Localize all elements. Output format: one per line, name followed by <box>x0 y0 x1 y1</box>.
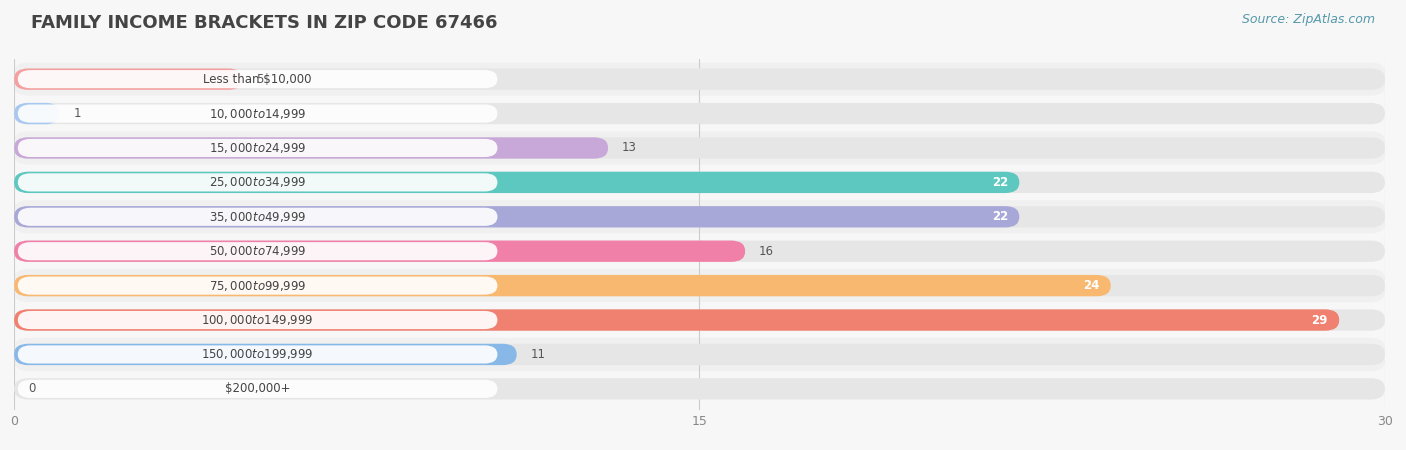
FancyBboxPatch shape <box>14 309 1385 331</box>
FancyBboxPatch shape <box>18 242 498 260</box>
FancyBboxPatch shape <box>14 235 1385 268</box>
FancyBboxPatch shape <box>14 200 1385 233</box>
FancyBboxPatch shape <box>14 241 1385 262</box>
Text: Less than $10,000: Less than $10,000 <box>204 72 312 86</box>
Text: 1: 1 <box>73 107 82 120</box>
FancyBboxPatch shape <box>14 303 1385 337</box>
FancyBboxPatch shape <box>14 131 1385 165</box>
Text: $25,000 to $34,999: $25,000 to $34,999 <box>209 176 307 189</box>
Text: FAMILY INCOME BRACKETS IN ZIP CODE 67466: FAMILY INCOME BRACKETS IN ZIP CODE 67466 <box>31 14 498 32</box>
FancyBboxPatch shape <box>14 206 1385 227</box>
Text: 24: 24 <box>1083 279 1099 292</box>
FancyBboxPatch shape <box>18 345 498 364</box>
Text: 13: 13 <box>621 141 637 154</box>
FancyBboxPatch shape <box>14 275 1385 296</box>
FancyBboxPatch shape <box>14 344 1385 365</box>
FancyBboxPatch shape <box>14 97 1385 130</box>
FancyBboxPatch shape <box>14 241 745 262</box>
FancyBboxPatch shape <box>14 68 1385 90</box>
FancyBboxPatch shape <box>14 206 1019 227</box>
FancyBboxPatch shape <box>14 269 1385 302</box>
Text: 22: 22 <box>991 210 1008 223</box>
FancyBboxPatch shape <box>14 137 609 159</box>
FancyBboxPatch shape <box>18 380 498 398</box>
FancyBboxPatch shape <box>14 166 1385 199</box>
FancyBboxPatch shape <box>14 338 1385 371</box>
FancyBboxPatch shape <box>18 277 498 295</box>
Text: 16: 16 <box>759 245 773 258</box>
FancyBboxPatch shape <box>18 173 498 191</box>
FancyBboxPatch shape <box>14 275 1111 296</box>
Text: $15,000 to $24,999: $15,000 to $24,999 <box>209 141 307 155</box>
FancyBboxPatch shape <box>18 311 498 329</box>
FancyBboxPatch shape <box>18 208 498 226</box>
Text: $75,000 to $99,999: $75,000 to $99,999 <box>209 279 307 292</box>
FancyBboxPatch shape <box>18 139 498 157</box>
FancyBboxPatch shape <box>14 103 60 124</box>
Text: $200,000+: $200,000+ <box>225 382 291 396</box>
Text: $35,000 to $49,999: $35,000 to $49,999 <box>209 210 307 224</box>
FancyBboxPatch shape <box>14 137 1385 159</box>
Text: $100,000 to $149,999: $100,000 to $149,999 <box>201 313 314 327</box>
FancyBboxPatch shape <box>14 372 1385 405</box>
FancyBboxPatch shape <box>14 68 243 90</box>
Text: $10,000 to $14,999: $10,000 to $14,999 <box>209 107 307 121</box>
FancyBboxPatch shape <box>14 344 517 365</box>
FancyBboxPatch shape <box>18 70 498 88</box>
FancyBboxPatch shape <box>14 378 1385 400</box>
FancyBboxPatch shape <box>14 172 1385 193</box>
Text: Source: ZipAtlas.com: Source: ZipAtlas.com <box>1241 14 1375 27</box>
FancyBboxPatch shape <box>18 104 498 123</box>
FancyBboxPatch shape <box>14 103 1385 124</box>
Text: 0: 0 <box>28 382 35 396</box>
FancyBboxPatch shape <box>14 172 1019 193</box>
Text: 29: 29 <box>1312 314 1327 327</box>
Text: 22: 22 <box>991 176 1008 189</box>
Text: $150,000 to $199,999: $150,000 to $199,999 <box>201 347 314 361</box>
FancyBboxPatch shape <box>14 309 1340 331</box>
Text: 5: 5 <box>256 72 263 86</box>
FancyBboxPatch shape <box>14 63 1385 96</box>
Text: $50,000 to $74,999: $50,000 to $74,999 <box>209 244 307 258</box>
Text: 11: 11 <box>530 348 546 361</box>
